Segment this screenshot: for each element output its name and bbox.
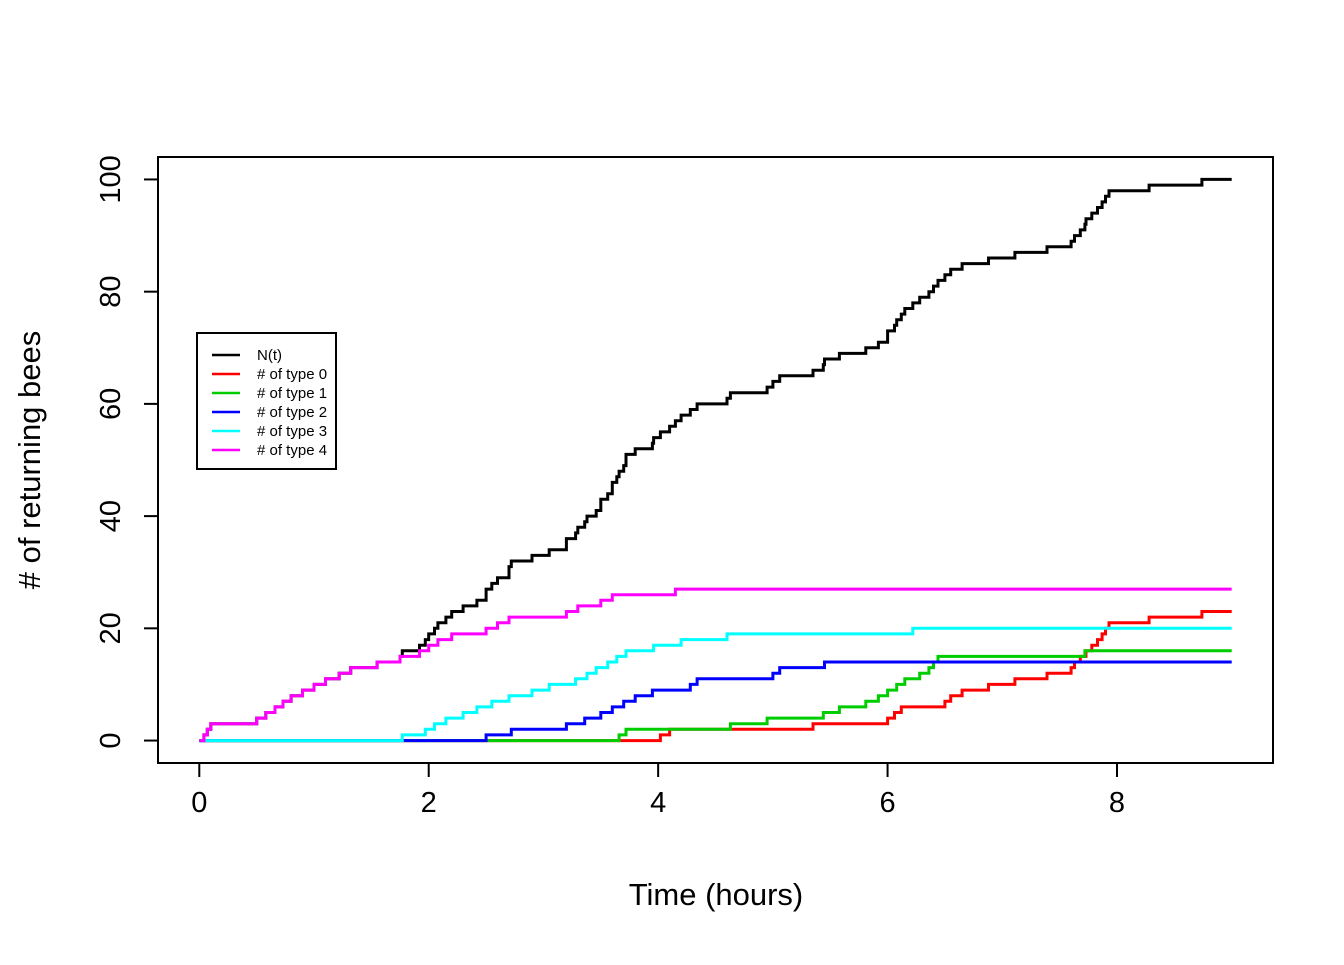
legend-label-type-1: # of type 1 <box>257 385 327 402</box>
series-line-layer <box>199 177 1232 743</box>
y-tick-label-100: 100 <box>95 155 127 203</box>
legend-label-type-4: # of type 4 <box>257 442 327 459</box>
y-tick-label-20: 20 <box>95 612 127 644</box>
y-tick-label-0: 0 <box>95 732 127 748</box>
series-line-type-2 <box>199 660 1232 743</box>
y-tick-label-40: 40 <box>95 500 127 532</box>
y-tick-label-80: 80 <box>95 276 127 308</box>
x-tick-label-2: 2 <box>421 787 437 819</box>
y-tick-label-60: 60 <box>95 388 127 420</box>
legend-box <box>196 332 337 470</box>
legend-label-type-0: # of type 0 <box>257 366 327 383</box>
legend: N(t) # of type 0 # of type 1 # of type 2 # o… <box>196 332 337 470</box>
series-line-type-4 <box>199 587 1232 743</box>
y-axis-title: # of returning bees <box>12 331 47 590</box>
series-line-type-0 <box>199 610 1232 743</box>
plot-frame-layer <box>157 156 1274 764</box>
x-tick-label-8: 8 <box>1109 787 1125 819</box>
legend-label-n-t: N(t) <box>257 347 282 364</box>
x-tick-label-0: 0 <box>191 787 207 819</box>
series-line-type-3 <box>199 626 1232 743</box>
x-axis-title: Time (hours) <box>629 877 804 912</box>
series-line-type-1 <box>199 649 1232 743</box>
legend-label-type-3: # of type 3 <box>257 423 327 440</box>
x-tick-label-4: 4 <box>650 787 666 819</box>
legend-label-type-2: # of type 2 <box>257 404 327 421</box>
x-tick-label-6: 6 <box>879 787 895 819</box>
plot-frame <box>157 156 1274 764</box>
series-line-n-t <box>199 177 1232 743</box>
